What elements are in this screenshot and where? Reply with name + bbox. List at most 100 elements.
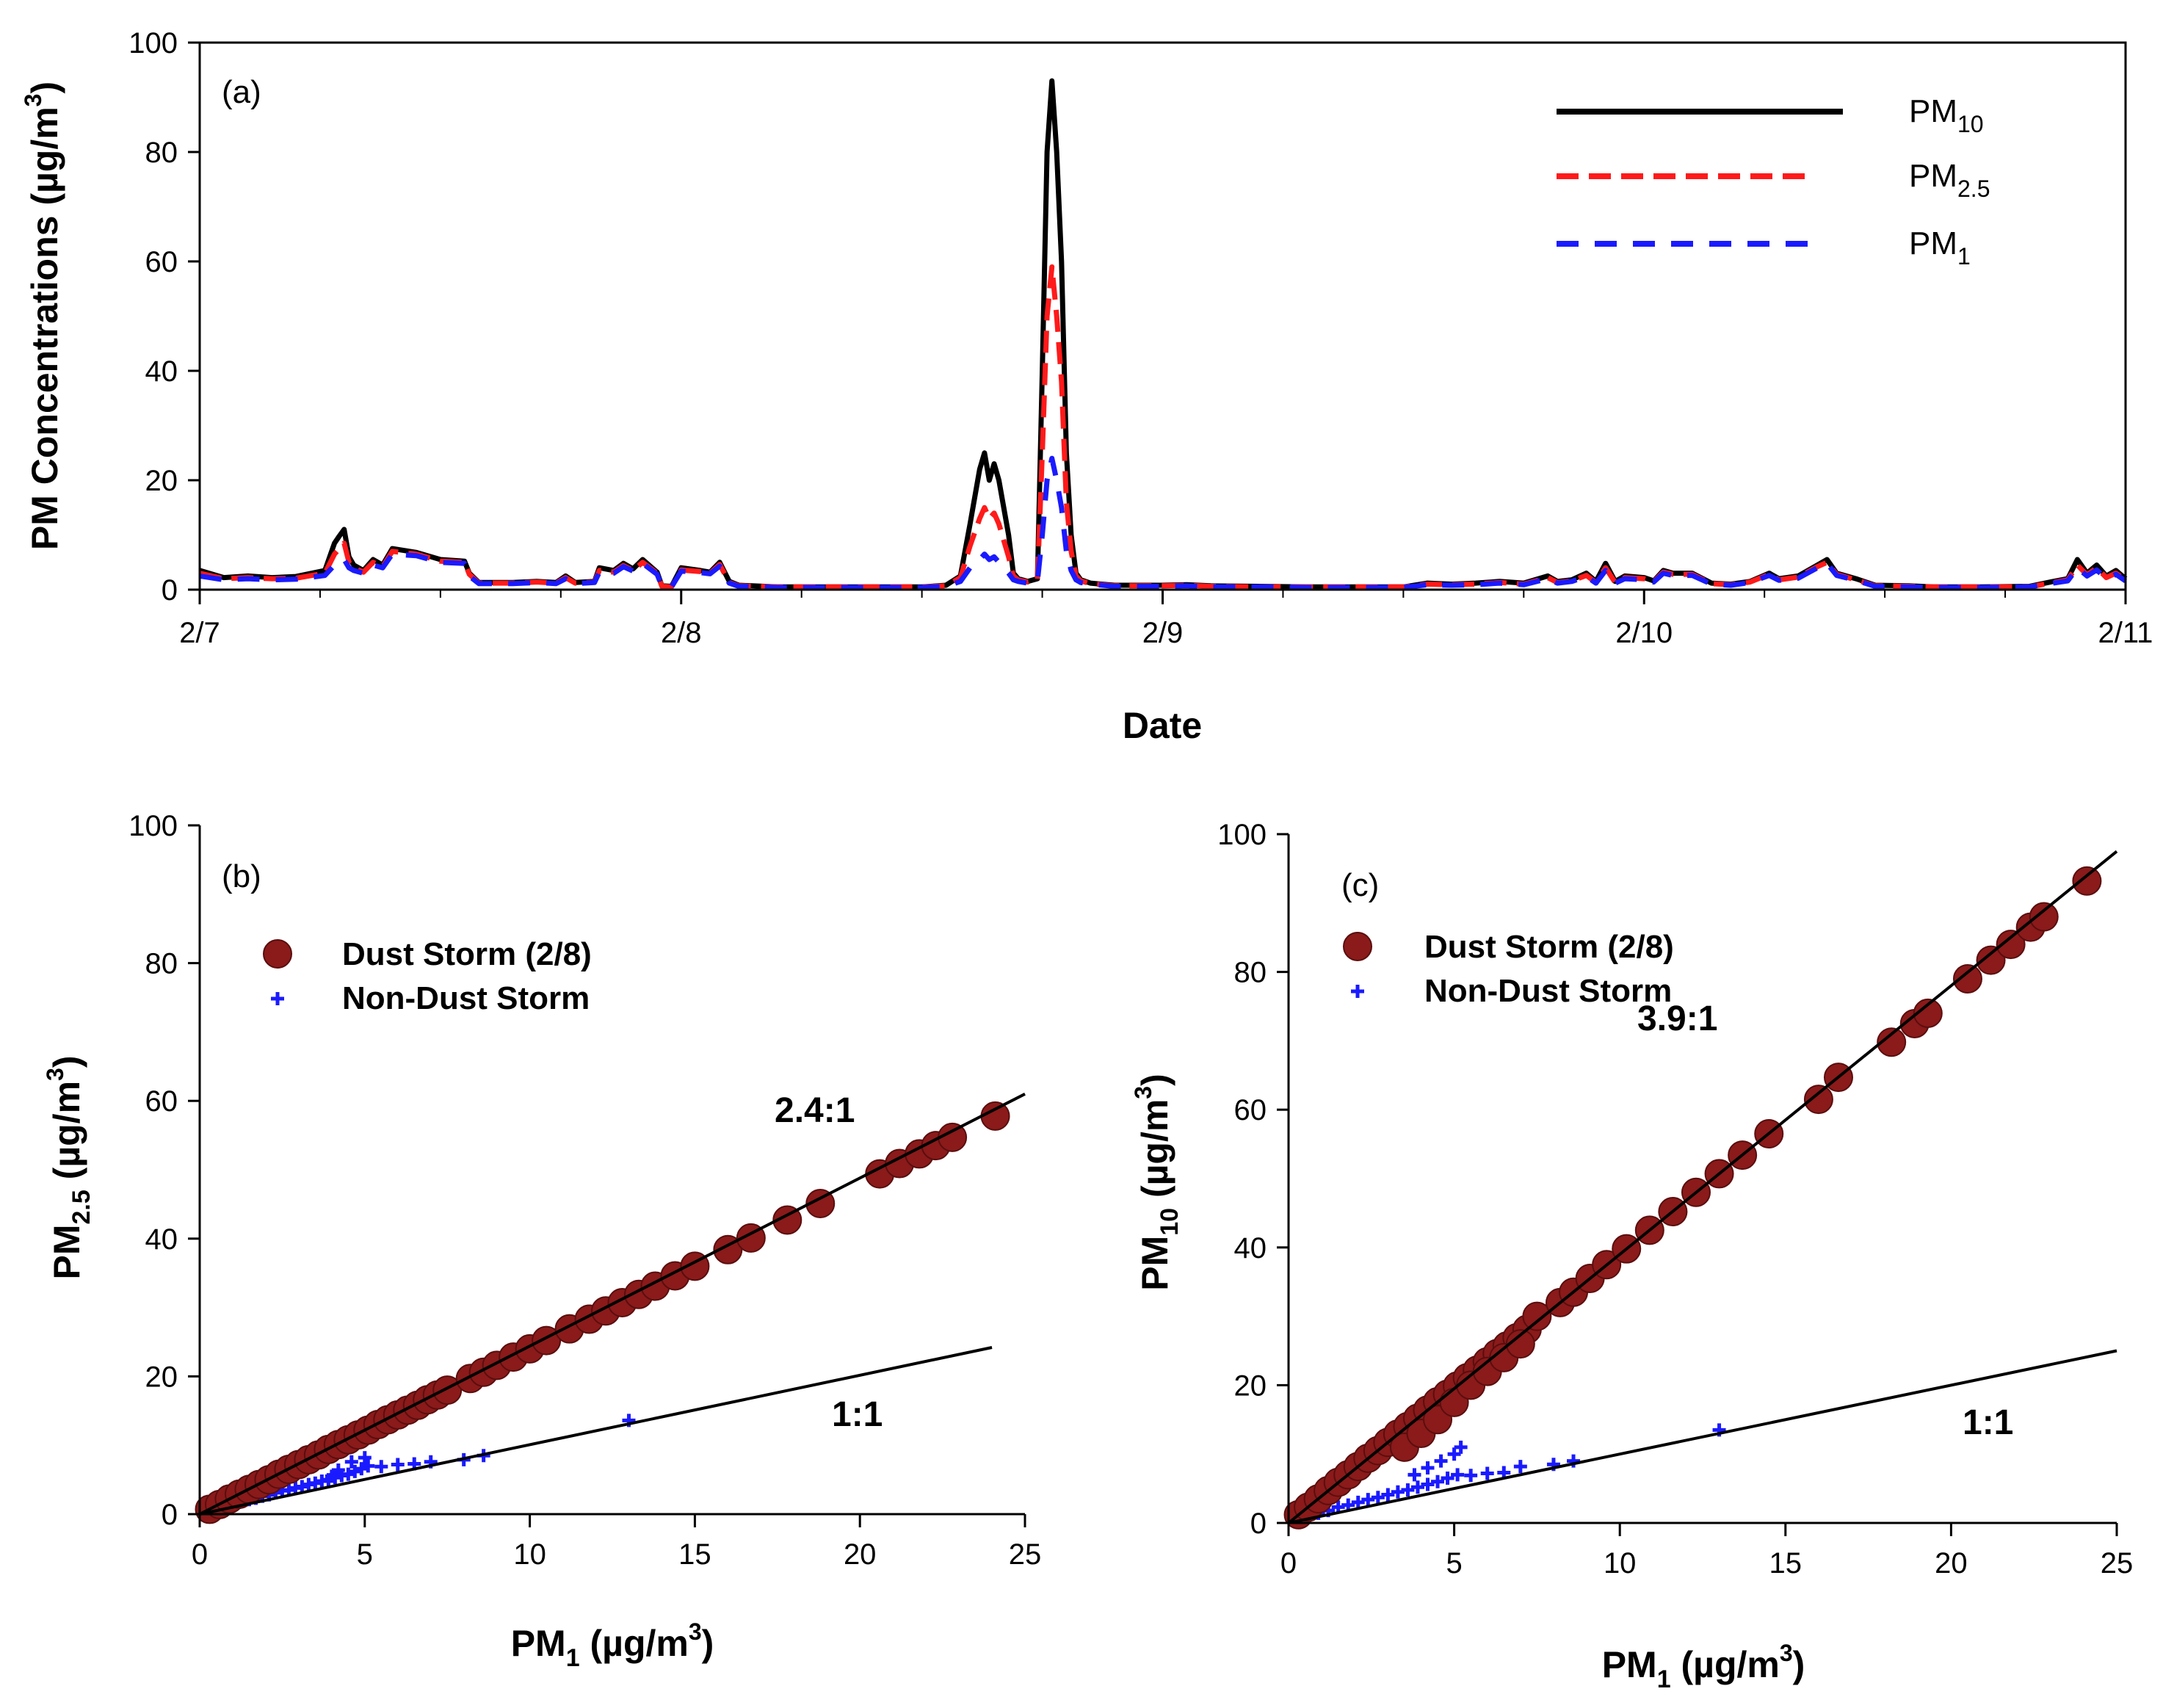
nondust-point <box>361 1459 375 1473</box>
panel-b-legend-item-dust: Dust Storm (2/8) <box>263 936 592 972</box>
panel-b-legend-label-dust: Dust Storm (2/8) <box>342 936 592 972</box>
b-x-tick-label: 25 <box>1009 1538 1042 1571</box>
nondust-point <box>1441 1472 1454 1486</box>
c-y-tick-label: 100 <box>1217 819 1267 851</box>
legend-label-pm25-main: PM <box>1909 158 1957 194</box>
nondust-point <box>1351 1495 1365 1509</box>
nondust-point <box>1513 1460 1527 1474</box>
c-y-tick-label: 60 <box>1234 1094 1267 1126</box>
panel-b-x-axis-title: PM1 (µg/m3) <box>511 1618 714 1672</box>
dust-point <box>1976 945 2006 975</box>
panel-a-axes-frame <box>198 41 2127 591</box>
dust-point <box>2029 902 2059 932</box>
panel-c-legend: Dust Storm (2/8) Non-Dust Storm <box>1343 929 1674 1009</box>
c-x-tick-label: 5 <box>1446 1547 1462 1579</box>
nondust-point <box>1371 1491 1385 1505</box>
panel-b-y-axis-title-sub: 2.5 <box>68 1190 95 1224</box>
panel-b-label: (b) <box>222 858 261 894</box>
panel-c-x-axis-title-sub: 1 <box>1657 1665 1671 1693</box>
nondust-point <box>1447 1447 1461 1461</box>
panel-b-legend-label-nondust: Non-Dust Storm <box>342 980 590 1016</box>
dust-point <box>2072 866 2102 896</box>
panel-c-x-axis-title-sup: 3 <box>1780 1640 1793 1666</box>
panel-a-y-axis-title-close: ) <box>24 82 65 94</box>
legend-label-pm1-sub: 1 <box>1957 243 1971 269</box>
panel-b-legend-marker-dust <box>263 939 292 969</box>
b-y-tick-label: 40 <box>145 1223 178 1256</box>
panel-c-scatter: 0 20 40 60 80 100 0 5 10 15 20 25 (c) 3.9:1 1:1 Dus… <box>1130 819 2133 1693</box>
panel-c-y-axis-title-sub: 10 <box>1156 1208 1184 1236</box>
dust-point <box>1952 963 1982 994</box>
nondust-point <box>1361 1493 1375 1507</box>
c-y-tick-label: 40 <box>1234 1232 1267 1264</box>
panel-c-ticks: 0 20 40 60 80 100 0 5 10 15 20 25 <box>1217 819 2133 1579</box>
panel-a-y-tick-label: 0 <box>162 574 178 607</box>
dust-point <box>1803 1085 1833 1115</box>
nondust-point <box>1381 1488 1395 1502</box>
panel-a-x-axis-title: Date <box>1123 705 1202 746</box>
dust-point <box>805 1188 836 1218</box>
nondust-point <box>1391 1485 1405 1499</box>
b-x-tick-label: 20 <box>844 1538 877 1571</box>
b-y-tick-label: 60 <box>145 1085 178 1118</box>
nondust-point <box>374 1460 388 1474</box>
panel-a-y-axis-title-text: PM Concentrations (µg/m <box>24 106 65 550</box>
fit-line-dust <box>199 1093 1026 1516</box>
series-line-pm25 <box>199 264 2127 590</box>
panel-a-ticks: 0 20 40 60 80 100 2/7 2/8 2/9 2/10 2/11 <box>128 27 2153 649</box>
panel-a-y-tick-label: 80 <box>145 137 178 169</box>
panel-c-legend-marker-dust <box>1343 932 1372 961</box>
b-x-tick-label: 0 <box>192 1538 208 1571</box>
b-x-tick-label: 10 <box>513 1538 546 1571</box>
legend-label-pm10: PM10 <box>1909 93 1984 137</box>
panel-b-x-axis-title-close: ) <box>702 1623 714 1664</box>
panel-b-legend-marker-nondust <box>271 992 284 1005</box>
panel-c-fit-lines <box>1287 850 2118 1524</box>
panel-a-y-tick-label: 100 <box>128 27 178 59</box>
nondust-point <box>358 1451 372 1465</box>
panel-a-x-tick-label: 2/11 <box>2098 617 2153 649</box>
dust-point <box>1505 1329 1535 1359</box>
fit-line-1to1 <box>1288 1349 2117 1524</box>
b-y-tick-label: 100 <box>128 810 178 842</box>
panel-c-legend-label-dust: Dust Storm (2/8) <box>1424 929 1674 965</box>
panel-c-x-axis-title: PM1 (µg/m3) <box>1602 1640 1805 1693</box>
legend-label-pm25: PM2.5 <box>1909 158 1990 202</box>
c-x-tick-label: 25 <box>2101 1547 2134 1579</box>
nondust-point <box>1431 1474 1445 1488</box>
nondust-point <box>1421 1477 1435 1491</box>
panel-b-fit-label-dust: 2.4:1 <box>775 1091 855 1130</box>
panel-c-legend-item-dust: Dust Storm (2/8) <box>1343 929 1674 965</box>
panel-a-x-tick-label: 2/10 <box>1615 617 1673 649</box>
panel-a-y-axis-title-sup: 3 <box>20 94 46 107</box>
panel-b-x-axis-title-sup: 3 <box>689 1618 702 1645</box>
panel-c-legend-marker-nondust <box>1351 985 1364 998</box>
panel-c-y-axis-title: PM10 (µg/m3) <box>1130 1074 1184 1291</box>
panel-c-fit-label-dust: 3.9:1 <box>1637 999 1717 1038</box>
panel-c-fit-label-1to1: 1:1 <box>1963 1403 2013 1442</box>
nondust-point <box>1407 1468 1421 1482</box>
dust-point <box>1996 930 2026 960</box>
b-y-tick-label: 80 <box>145 948 178 980</box>
legend-item-pm10: PM10 <box>1557 93 1984 137</box>
panel-b-y-axis-title-close: ) <box>46 1056 87 1068</box>
panel-a-series-lines <box>199 78 2128 590</box>
panel-b-x-axis-title-rest: (µg/m <box>580 1623 689 1664</box>
panel-a-y-tick-label: 60 <box>145 246 178 278</box>
panel-b-y-axis-title-main: PM <box>46 1224 87 1279</box>
panel-c-legend-item-nondust: Non-Dust Storm <box>1351 973 1672 1009</box>
panel-a-x-tick-label: 2/8 <box>661 617 702 649</box>
c-y-tick-label: 80 <box>1234 957 1267 989</box>
nondust-point <box>1401 1483 1415 1497</box>
panel-b-fit-label-1to1: 1:1 <box>832 1395 883 1434</box>
nondust-point <box>1454 1440 1468 1454</box>
panel-b-y-axis-title-rest: (µg/m <box>46 1081 87 1190</box>
c-y-tick-label: 0 <box>1250 1508 1267 1540</box>
panel-b-x-axis-title-sub: 1 <box>566 1644 580 1672</box>
nondust-point <box>1410 1480 1424 1494</box>
b-y-tick-label: 20 <box>145 1361 178 1393</box>
panel-a-legend: PM10 PM2.5 PM 1 <box>1557 93 1990 269</box>
c-y-tick-label: 20 <box>1234 1369 1267 1402</box>
panel-a-label: (a) <box>222 74 261 110</box>
